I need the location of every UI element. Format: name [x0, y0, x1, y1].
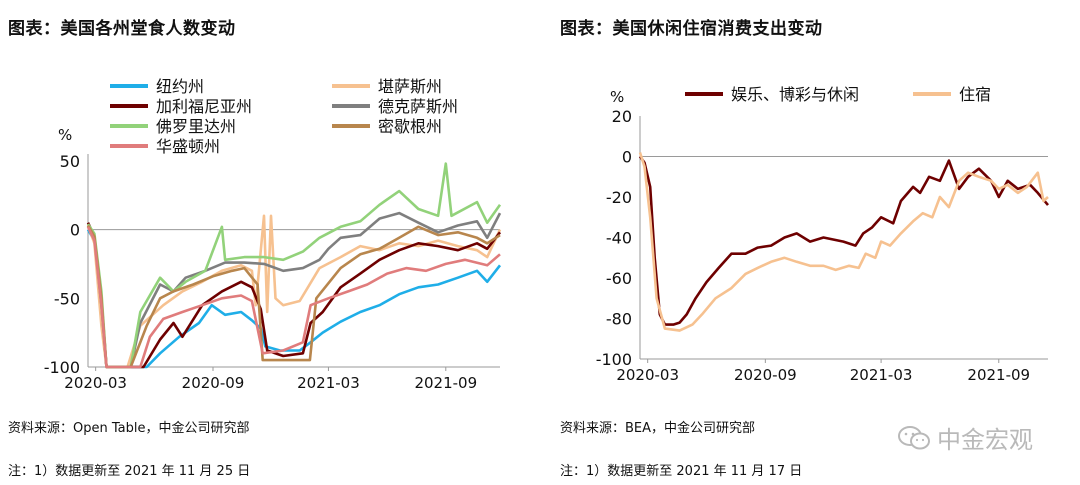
y-tick-label: 50 — [60, 152, 80, 171]
legend-label: 娱乐、博彩与休闲 — [731, 85, 859, 104]
legend-label: 德克萨斯州 — [378, 97, 458, 116]
series-line-佛罗里达州 — [86, 162, 502, 369]
x-tick-label: 2020-03 — [616, 366, 679, 384]
x-tick-label: 2021-03 — [297, 374, 360, 392]
legend-label: 华盛顿州 — [156, 137, 220, 156]
x-tick-label: 2020-09 — [734, 366, 797, 384]
series-line-纽约州 — [86, 228, 502, 369]
y-tick-label: -80 — [606, 310, 632, 329]
x-tick-label: 2021-09 — [967, 366, 1030, 384]
y-tick-label: -100 — [596, 350, 632, 369]
y-tick-label: -60 — [606, 269, 632, 288]
y-tick-label: 0 — [70, 221, 80, 240]
left-chart-title: 图表：美国各州堂食人数变动 — [8, 19, 236, 39]
x-tick-label: 2020-03 — [64, 374, 127, 392]
series-line-堪萨斯州 — [86, 214, 502, 369]
watermark: 中金宏观 — [897, 420, 1033, 455]
right-chart-title: 图表：美国休闲住宿消费支出变动 — [560, 19, 823, 39]
right-footnote: 注：1）数据更新至 2021 年 11 月 17 日 — [560, 464, 803, 479]
wechat-icon — [898, 425, 930, 449]
y-tick-label: 0 — [622, 148, 632, 167]
series-line-密歇根州 — [86, 224, 501, 369]
y-tick-label: -20 — [606, 188, 632, 207]
x-tick-label: 2021-09 — [414, 374, 477, 392]
legend-label: 堪萨斯州 — [378, 77, 442, 96]
y-tick-label: -100 — [44, 358, 80, 377]
watermark-text: 中金宏观 — [937, 426, 1033, 454]
series-line-加利福尼亚州 — [86, 222, 502, 369]
x-tick-label: 2021-03 — [850, 366, 913, 384]
left-footnote: 注：1）数据更新至 2021 年 11 月 25 日 — [8, 464, 251, 479]
legend-label: 住宿 — [959, 85, 991, 104]
series-line-娱乐、博彩与休闲 — [638, 155, 1049, 326]
left-source-note: 资料来源：Open Table，中金公司研究部 — [8, 421, 250, 436]
y-tick-label: -50 — [54, 289, 80, 308]
y-tick-label: 20 — [612, 107, 632, 126]
series-line-华盛顿州 — [86, 226, 501, 369]
right-source-note: 资料来源：BEA，中金公司研究部 — [560, 421, 756, 436]
legend-label: 加利福尼亚州 — [156, 97, 252, 116]
y-tick-label: -40 — [606, 229, 632, 248]
legend-label: 纽约州 — [156, 77, 204, 96]
y-axis-label: % — [610, 88, 624, 106]
x-tick-label: 2020-09 — [182, 374, 245, 392]
series-line-住宿 — [638, 152, 1049, 332]
legend-label: 密歇根州 — [378, 117, 442, 136]
legend-label: 佛罗里达州 — [156, 117, 236, 136]
y-axis-label: % — [58, 126, 72, 144]
